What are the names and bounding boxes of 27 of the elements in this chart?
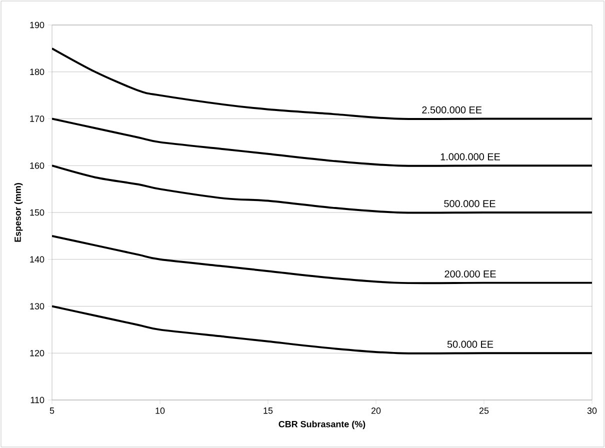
series-label: 2.500.000 EE	[422, 106, 482, 114]
y-tick-label: 190	[30, 22, 44, 28]
x-tick-label: 20	[371, 408, 381, 414]
x-axis-title: CBR Subrasante (%)	[278, 420, 366, 430]
y-tick-label: 150	[30, 209, 44, 216]
x-tick-label: 5	[50, 408, 54, 414]
x-tick-label: 15	[264, 408, 273, 414]
y-tick-label: 160	[30, 162, 44, 169]
y-tick-label: 140	[30, 256, 44, 263]
x-tick-label: 10	[156, 408, 165, 414]
line-series	[52, 305, 592, 354]
y-tick-label: 180	[30, 68, 44, 76]
y-axis-title: Espesor (mm)	[14, 183, 23, 242]
x-tick-label: 25	[479, 408, 489, 414]
y-tick-label: 110	[30, 396, 44, 404]
y-tick-label: 120	[30, 350, 44, 356]
series-label: 1.000.000 EE	[440, 153, 500, 160]
series-label: 500.000 EE	[444, 200, 496, 208]
series-label: 50.000 EE	[447, 340, 494, 348]
line-series	[52, 164, 592, 214]
line-series	[52, 234, 592, 284]
line-series	[52, 118, 592, 167]
y-tick-label: 170	[30, 116, 44, 122]
line-series	[52, 47, 592, 120]
x-tick-label: 30	[587, 408, 597, 414]
series-label: 200.000 EE	[444, 270, 496, 278]
y-tick-label: 130	[30, 303, 44, 310]
